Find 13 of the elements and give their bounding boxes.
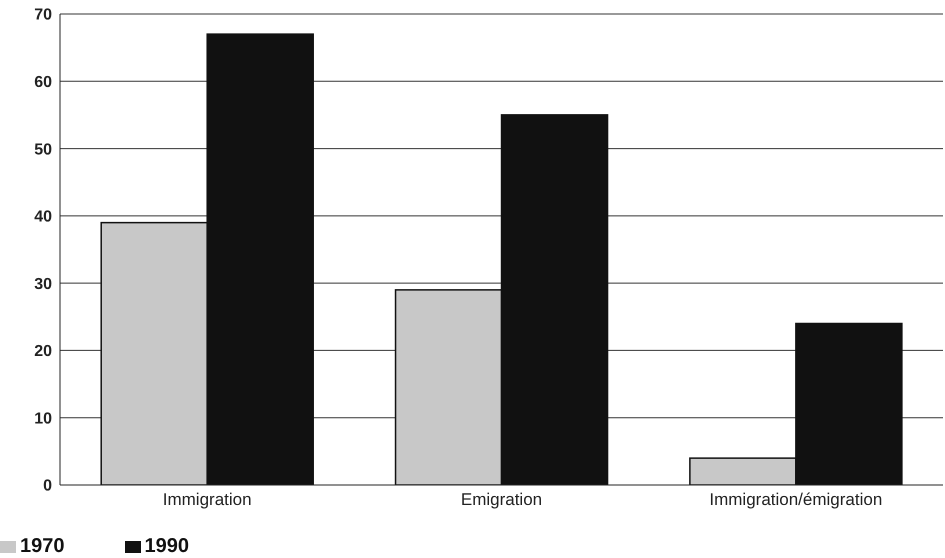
y-tick-label: 30 — [34, 276, 52, 293]
y-tick-label: 20 — [34, 343, 52, 360]
y-tick-label: 0 — [43, 478, 52, 495]
y-tick-label: 10 — [34, 410, 52, 428]
x-tick-label: Immigration/émigration — [709, 490, 882, 510]
legend-label: 1970 — [20, 535, 64, 557]
y-tick-label: 40 — [34, 208, 52, 226]
y-tick-label: 70 — [34, 6, 52, 24]
x-tick-label: Emigration — [460, 490, 542, 510]
y-tick-label: 50 — [34, 141, 52, 158]
legend-label: 1990 — [144, 535, 189, 557]
x-tick-label: Immigration — [162, 490, 252, 510]
y-tick-label: 60 — [34, 74, 52, 91]
